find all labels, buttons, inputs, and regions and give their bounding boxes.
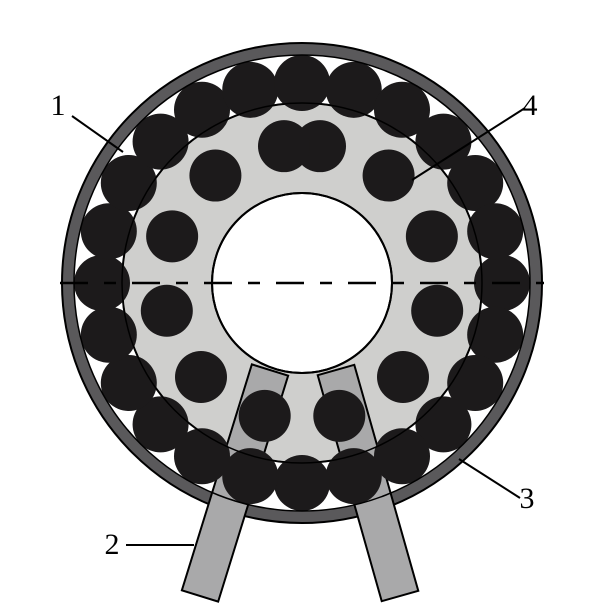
outer-ball xyxy=(222,448,278,504)
outer-ball xyxy=(467,307,523,363)
inner-ball xyxy=(189,150,241,202)
inner-ball xyxy=(239,390,291,442)
inner-ball xyxy=(258,120,310,172)
outer-ball xyxy=(326,62,382,118)
outer-ball xyxy=(222,62,278,118)
inner-ball xyxy=(411,285,463,337)
label-2: 2 xyxy=(105,528,120,561)
inner-ball xyxy=(146,210,198,262)
label-4: 4 xyxy=(523,89,538,122)
inner-ball xyxy=(363,150,415,202)
inner-ball xyxy=(141,285,193,337)
inner-ball xyxy=(313,390,365,442)
outer-ball xyxy=(447,155,503,211)
inner-ball xyxy=(175,351,227,403)
diagram-canvas: 1 2 3 4 xyxy=(0,0,605,606)
inner-ball xyxy=(406,210,458,262)
outer-ball xyxy=(374,428,430,484)
outer-ball xyxy=(81,203,137,259)
label-3: 3 xyxy=(520,482,535,515)
inner-ball xyxy=(377,351,429,403)
outer-ball xyxy=(326,448,382,504)
outer-ball xyxy=(174,82,230,138)
label-1: 1 xyxy=(51,89,66,122)
outer-ball xyxy=(101,355,157,411)
outer-ball xyxy=(81,307,137,363)
outer-ball xyxy=(467,203,523,259)
